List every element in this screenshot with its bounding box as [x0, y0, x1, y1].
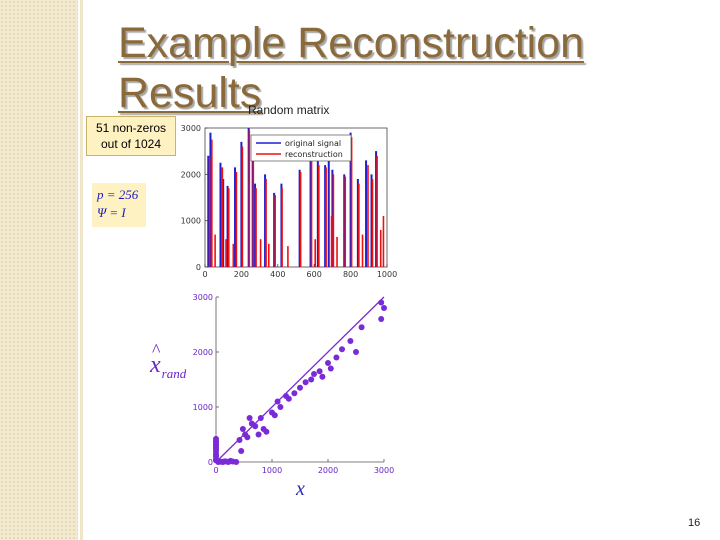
scatter-point [238, 448, 245, 454]
legend-box [250, 134, 352, 162]
chart-subtitle: Random matrix [248, 103, 330, 117]
stem-x-tick-label: 400 [270, 270, 285, 279]
scatter-point [358, 324, 365, 331]
scatter-point [378, 299, 385, 306]
decorative-side-strip [0, 0, 78, 540]
scatter-x-tick-label: 2000 [318, 466, 338, 475]
scatter-point [236, 437, 243, 443]
scatter-point [339, 346, 345, 353]
stem-chart-axes: 0 200 400 600 800 1000 0 1000 2000 3000 [181, 124, 398, 279]
scatter-point [378, 316, 385, 322]
scatter-point [213, 435, 219, 442]
series-original-signal [207, 128, 378, 267]
note-line-1: 51 non-zeros [95, 121, 167, 135]
stem-x-tick-label: 800 [343, 270, 358, 279]
scatter-point [213, 457, 219, 464]
scatter-point [353, 349, 359, 355]
scatter-x-tick-label: 1000 [262, 466, 282, 475]
stem-y-tick-label: 3000 [181, 124, 201, 133]
scatter-point [213, 450, 219, 457]
scatter-point [255, 431, 262, 438]
identity-line [215, 296, 385, 463]
scatter-point [381, 305, 387, 311]
scatter-point [274, 398, 281, 405]
scatter-point [239, 426, 246, 432]
stem-x-tick-label: 1000 [377, 270, 397, 279]
scatter-point [333, 354, 340, 361]
x-axis-label: x [296, 478, 305, 500]
scatter-point [325, 360, 331, 366]
scatter-point [252, 423, 259, 430]
decorative-side-line [80, 0, 83, 540]
scatter-point [319, 373, 326, 380]
scatter-point [311, 371, 317, 377]
scatter-point [316, 368, 323, 375]
scatter-chart-axes: 0 1000 2000 3000 0 1000 2000 3000 [193, 293, 395, 475]
note-line-2: out of 1024 [100, 137, 162, 151]
scatter-point [257, 415, 264, 421]
scatter-point [347, 338, 354, 344]
stem-plot-frame [204, 127, 388, 268]
scatter-points [213, 299, 387, 465]
stem-y-tick-label: 0 [196, 263, 201, 272]
stem-x-tick-label: 200 [234, 270, 249, 279]
xhat-letter: x [150, 352, 161, 378]
scatter-point [302, 379, 309, 386]
scatter-point [327, 365, 334, 372]
param-psi: Ψ = I [97, 205, 126, 220]
scatter-point [246, 415, 253, 421]
stem-legend: original signal reconstruction [250, 134, 352, 162]
page-number: 16 [688, 517, 701, 529]
legend-entry: original signal [285, 139, 341, 148]
param-p: p = 256 [97, 187, 139, 202]
scatter-point [285, 395, 292, 402]
stem-y-tick-label: 1000 [181, 217, 201, 226]
scatter-fit-line [215, 296, 385, 463]
scatter-point [233, 459, 240, 465]
y-axis-label-xhat: x ^ rand [150, 340, 187, 381]
scatter-point [244, 434, 251, 441]
scatter-y-tick-label: 3000 [193, 293, 213, 302]
scatter-point [291, 390, 298, 397]
scatter-point [271, 412, 278, 419]
scatter-x-tick-label: 3000 [374, 466, 394, 475]
scatter-y-tick-label: 1000 [193, 403, 213, 412]
scatter-point [297, 384, 303, 391]
legend-entry: reconstruction [285, 150, 343, 159]
scatter-point [263, 428, 270, 435]
series-reconstruction [208, 130, 385, 267]
xhat-subscript: rand [161, 366, 187, 381]
nonzeros-note: 51 non-zeros out of 1024 [86, 116, 176, 156]
stem-x-tick-label: 600 [307, 270, 322, 279]
parameter-box: p = 256 Ψ = I [92, 183, 146, 227]
slide-title: Example Reconstruction Results [118, 19, 585, 117]
scatter-point [277, 404, 284, 410]
scatter-x-tick-label: 0 [213, 466, 218, 475]
scatter-point [308, 376, 315, 383]
scatter-y-tick-label: 2000 [193, 348, 213, 357]
stem-y-tick-label: 2000 [181, 170, 201, 179]
xhat-hat: ^ [152, 340, 161, 360]
scatter-y-tick-label: 0 [208, 458, 213, 467]
stem-x-tick-label: 0 [202, 270, 207, 279]
